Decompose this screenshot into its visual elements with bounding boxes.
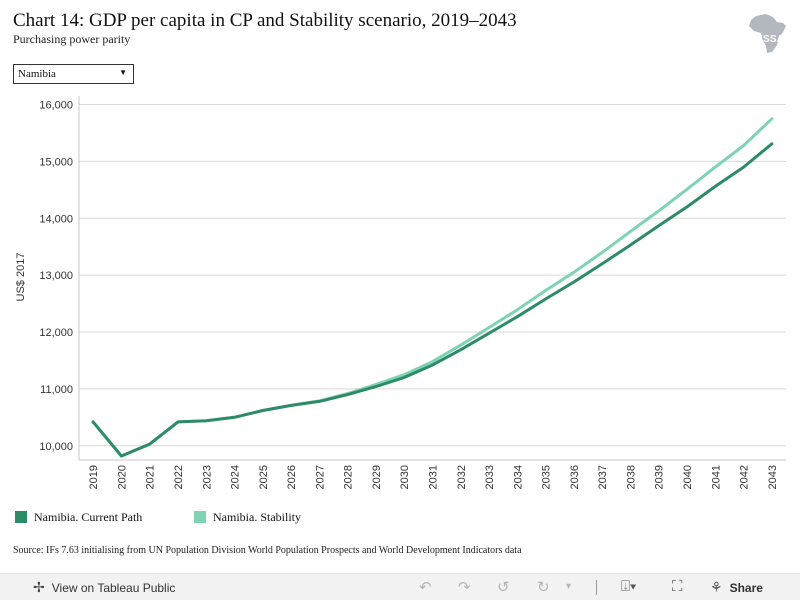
y-axis-label: US$ 2017 bbox=[15, 253, 27, 302]
x-tick-label: 2023 bbox=[201, 465, 213, 489]
gridlines bbox=[79, 104, 786, 447]
tableau-icon: ✢ bbox=[33, 579, 45, 595]
y-tick-label: 11,000 bbox=[40, 384, 73, 396]
legend-item-stability[interactable]: Namibia. Stability bbox=[194, 509, 301, 525]
y-tick-labels: 10,000 11,000 12,000 13,000 14,000 15,000 16,0… bbox=[39, 100, 73, 453]
x-tick-label: 2032 bbox=[456, 465, 468, 489]
y-tick-label: 12,000 bbox=[39, 327, 73, 339]
x-tick-label: 2022 bbox=[173, 465, 185, 489]
more-icon[interactable]: ▾ bbox=[566, 581, 572, 592]
y-tick-label: 10,000 bbox=[39, 441, 73, 453]
country-filter-value: Namibia bbox=[18, 68, 56, 80]
legend-item-current-path[interactable]: Namibia. Current Path bbox=[15, 509, 142, 525]
x-tick-label: 2024 bbox=[230, 465, 242, 489]
chevron-down-icon: ▼ bbox=[119, 68, 127, 77]
country-filter-dropdown[interactable]: Namibia ▼ bbox=[13, 64, 134, 84]
share-icon: ⚘ bbox=[710, 579, 723, 595]
x-tick-label: 2043 bbox=[767, 465, 779, 489]
chart-title: Chart 14: GDP per capita in CP and Stabi… bbox=[13, 10, 517, 31]
tableau-toolbar: ✢ View on Tableau Public ↶ ↷ ↺ ↻ ▾ ⍗▾ ⛶ … bbox=[0, 573, 800, 600]
chart-subtitle: Purchasing power parity bbox=[13, 32, 131, 46]
x-tick-label: 2040 bbox=[682, 465, 694, 489]
share-button[interactable]: ⚘ Share bbox=[710, 579, 763, 596]
view-on-tableau-public-link[interactable]: ✢ View on Tableau Public bbox=[33, 579, 175, 596]
y-tick-label: 16,000 bbox=[39, 100, 73, 112]
legend-label: Namibia. Stability bbox=[213, 509, 301, 524]
logo-wordmark: ISSAF bbox=[760, 34, 790, 45]
redo-icon[interactable]: ↷ bbox=[458, 579, 471, 596]
refresh-icon[interactable]: ↻ bbox=[537, 579, 550, 596]
x-tick-label: 2025 bbox=[258, 465, 270, 489]
iss-africa-logo: ISSAF bbox=[744, 12, 790, 54]
legend-swatch-stability bbox=[194, 511, 206, 523]
download-icon[interactable]: ⍗▾ bbox=[621, 578, 637, 595]
line-chart: 10,000 11,000 12,000 13,000 14,000 15,000 16,0… bbox=[15, 96, 786, 489]
x-tick-label: 2030 bbox=[399, 465, 411, 489]
share-label: Share bbox=[729, 580, 763, 595]
series-lines bbox=[91, 117, 774, 458]
series-line bbox=[91, 142, 774, 458]
fullscreen-icon[interactable]: ⛶ bbox=[672, 578, 683, 595]
x-tick-label: 2042 bbox=[739, 465, 751, 489]
legend-swatch-current-path bbox=[15, 511, 27, 523]
x-tick-label: 2037 bbox=[597, 465, 609, 489]
y-tick-label: 14,000 bbox=[39, 213, 73, 225]
view-on-tableau-label: View on Tableau Public bbox=[51, 580, 176, 595]
undo-icon[interactable]: ↶ bbox=[419, 579, 432, 596]
y-tick-label: 13,000 bbox=[39, 270, 73, 282]
x-tick-label: 2028 bbox=[343, 465, 355, 489]
x-tick-label: 2038 bbox=[625, 465, 637, 489]
toolbar-divider bbox=[596, 580, 597, 595]
axes bbox=[78, 96, 786, 461]
x-tick-label: 2029 bbox=[371, 465, 383, 489]
x-tick-label: 2034 bbox=[512, 465, 524, 489]
x-tick-label: 2020 bbox=[116, 465, 128, 489]
x-tick-label: 2035 bbox=[541, 465, 553, 489]
x-tick-label: 2041 bbox=[710, 465, 722, 489]
africa-map-icon bbox=[749, 14, 786, 53]
revert-icon[interactable]: ↺ bbox=[497, 579, 510, 596]
x-tick-label: 2036 bbox=[569, 465, 581, 489]
x-tick-label: 2027 bbox=[314, 465, 326, 489]
source-note: Source: IFs 7.63 initialising from UN Po… bbox=[13, 545, 522, 556]
x-tick-label: 2021 bbox=[145, 465, 157, 489]
x-tick-label: 2019 bbox=[88, 465, 100, 489]
x-tick-label: 2026 bbox=[286, 465, 298, 489]
legend-label: Namibia. Current Path bbox=[34, 509, 143, 524]
x-tick-labels: 2019 2020 2021 2022 2023 2024 2025 2026 2027 2028… bbox=[88, 465, 779, 489]
x-tick-label: 2031 bbox=[428, 465, 440, 489]
x-tick-label: 2033 bbox=[484, 465, 496, 489]
x-tick-label: 2039 bbox=[654, 465, 666, 489]
y-tick-label: 15,000 bbox=[39, 156, 73, 168]
series-line bbox=[91, 117, 774, 458]
